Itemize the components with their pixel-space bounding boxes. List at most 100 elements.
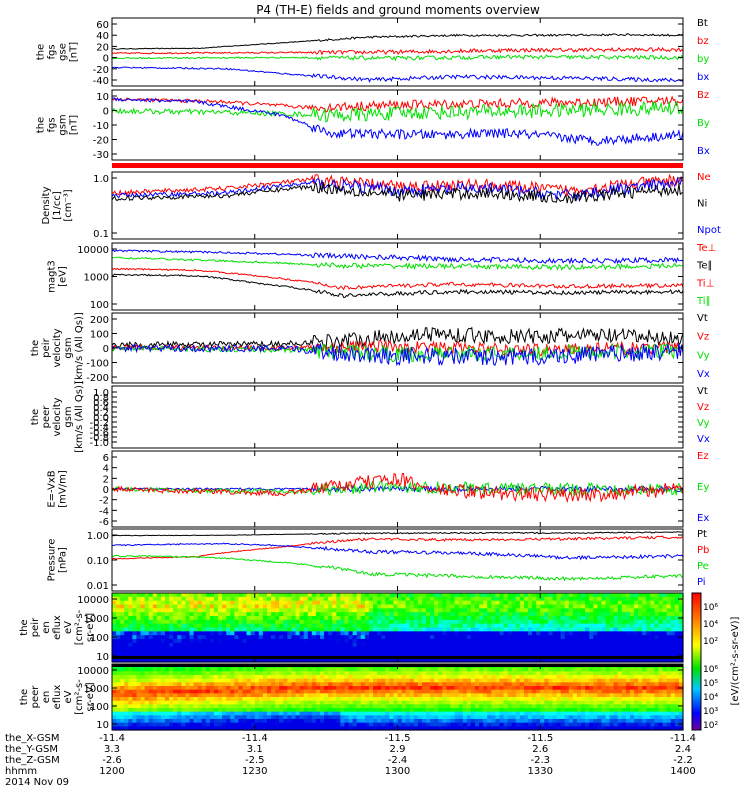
heatmap-cell [442, 689, 448, 694]
heatmap-cell [601, 658, 607, 663]
heatmap-cell [250, 646, 256, 652]
heatmap-cell [213, 596, 219, 602]
heatmap-cell [438, 689, 443, 694]
heatmap-cell [495, 667, 501, 672]
y-tick-label: -30 [93, 150, 109, 161]
heatmap-cell [120, 726, 125, 731]
heatmap-cell [144, 604, 150, 609]
heatmap-cell [181, 711, 187, 716]
heatmap-cell [552, 715, 558, 720]
heatmap-cell [209, 719, 215, 724]
heatmap-cell [238, 596, 244, 602]
heatmap-cell [160, 639, 166, 644]
heatmap-cell [413, 675, 419, 680]
heatmap-cell [581, 608, 586, 613]
heatmap-cell [303, 593, 309, 598]
heatmap-cell [328, 675, 333, 680]
heatmap-cell [621, 593, 627, 598]
heatmap-cell [352, 689, 358, 694]
heatmap-cell [434, 658, 439, 663]
heatmap-cell [597, 631, 603, 636]
heatmap-cell [515, 726, 521, 731]
heatmap-cell [246, 619, 252, 625]
series-Te∥ [112, 273, 684, 299]
heatmap-cell [556, 658, 562, 663]
heatmap-cell [336, 693, 341, 698]
heatmap-cell [532, 700, 537, 705]
heatmap-cell [474, 623, 480, 629]
heatmap-cell [397, 719, 403, 724]
heatmap-cell [540, 650, 545, 655]
heatmap-cell [446, 678, 452, 683]
heatmap-cell [434, 682, 439, 687]
heatmap-cell [605, 635, 611, 640]
heatmap-cell [560, 715, 566, 720]
heatmap-cell [144, 646, 150, 652]
heatmap-cell [197, 682, 203, 687]
heatmap-cell [470, 671, 476, 676]
heatmap-cell [572, 686, 578, 691]
heatmap-cell [364, 678, 370, 683]
heatmap-cell [617, 608, 623, 613]
heatmap-cell [576, 686, 582, 691]
heatmap-cell [646, 635, 651, 640]
heatmap-cell [658, 619, 664, 625]
heatmap-cell [650, 635, 656, 640]
heatmap-cell [291, 671, 297, 676]
heatmap-cell [169, 650, 174, 655]
heatmap-cell [124, 616, 129, 621]
heatmap-cell [238, 619, 244, 625]
heatmap-cell [483, 604, 488, 609]
heatmap-cell [556, 646, 562, 652]
heatmap-cell [364, 650, 370, 655]
heatmap-cell [303, 722, 309, 727]
heatmap-cell [112, 650, 117, 655]
y-axis-label: the [19, 619, 30, 635]
heatmap-cell [650, 631, 656, 636]
heatmap-cell [373, 631, 378, 636]
heatmap-cell [356, 658, 362, 663]
heatmap-cell [483, 642, 488, 648]
heatmap-cell [173, 623, 178, 629]
heatmap-cell [197, 627, 203, 632]
heatmap-cell [368, 600, 374, 606]
heatmap-cell [218, 650, 223, 655]
heatmap-cell [389, 623, 395, 629]
heatmap-cell [474, 631, 480, 636]
heatmap-cell [165, 593, 170, 598]
heatmap-cell [344, 686, 350, 691]
heatmap-cell [254, 667, 260, 672]
heatmap-cell [181, 715, 187, 720]
heatmap-cell [320, 719, 325, 724]
heatmap-cell [405, 693, 411, 698]
heatmap-cell [205, 623, 211, 629]
heatmap-cell [295, 686, 301, 691]
heatmap-cell [389, 631, 395, 636]
heatmap-cell [348, 675, 354, 680]
heatmap-cell [364, 600, 370, 606]
y-tick-label: 10 [96, 652, 109, 663]
heatmap-cell [515, 700, 521, 705]
heatmap-cell [568, 686, 574, 691]
heatmap-cell [124, 675, 129, 680]
heatmap-cell [564, 631, 570, 636]
heatmap-cell [177, 600, 182, 606]
heatmap-cell [242, 689, 248, 694]
heatmap-cell [605, 608, 611, 613]
heatmap-cell [548, 639, 554, 644]
heatmap-cell [193, 639, 199, 644]
heatmap-cell [266, 689, 272, 694]
heatmap-cell [124, 612, 129, 617]
heatmap-cell [581, 658, 586, 663]
heatmap-cell [511, 708, 517, 713]
heatmap-cell [519, 596, 525, 602]
heatmap-cell [336, 619, 341, 625]
heatmap-cell [181, 678, 187, 683]
heatmap-cell [299, 671, 305, 676]
heatmap-cell [287, 600, 293, 606]
heatmap-cell [654, 600, 660, 606]
heatmap-cell [373, 627, 378, 632]
heatmap-cell [266, 693, 272, 698]
heatmap-cell [279, 593, 284, 598]
heatmap-cell [250, 619, 256, 625]
